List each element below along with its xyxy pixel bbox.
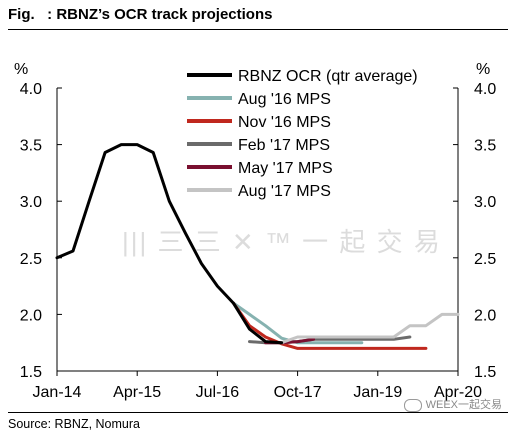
- x-tick-label: Jan-19: [353, 384, 402, 401]
- source-divider: [8, 412, 508, 413]
- legend-label: Aug '17 MPS: [238, 183, 331, 200]
- x-tick-label: Oct-17: [274, 384, 322, 401]
- chart-title: Fig. : RBNZ’s OCR track projections: [8, 6, 273, 23]
- title-divider: [8, 29, 508, 30]
- chart-axes: % % 1.5 1.5 2.0 2.0 2.5 2.5 3.0 3.0 3.5 3.5 4.0 4.0 Ja…: [14, 61, 496, 401]
- corner-watermark: WEEX一起交易: [403, 396, 502, 412]
- x-tick-label: Jan-14: [33, 384, 82, 401]
- legend-label: Aug '16 MPS: [238, 91, 331, 108]
- chat-bubble-icon: [403, 398, 422, 412]
- legend-label: RBNZ OCR (qtr average): [238, 68, 418, 85]
- y-tick-label-left: 2.0: [20, 307, 42, 324]
- source-note: Source: RBNZ, Nomura: [8, 417, 140, 431]
- corner-watermark-text: WEEX一起交易: [425, 399, 502, 411]
- legend-label: Nov '16 MPS: [238, 114, 331, 131]
- y-tick-label-right: 4.0: [474, 81, 496, 98]
- y-tick-label-left: 4.0: [20, 81, 42, 98]
- series-lines: [55, 143, 460, 350]
- y-tick-label-right: 2.5: [474, 251, 496, 268]
- y-tick-label-left: 3.0: [20, 194, 42, 211]
- series-line: [280, 312, 460, 345]
- y-tick-label-right: 1.5: [474, 364, 496, 381]
- series-line: [55, 143, 284, 345]
- x-tick-label: Apr-20: [434, 384, 482, 401]
- x-tick-label: Jul-16: [196, 384, 240, 401]
- legend-label: Feb '17 MPS: [238, 137, 330, 154]
- y-tick-label-right: 3.5: [474, 138, 496, 155]
- y-tick-label-left: 2.5: [20, 251, 42, 268]
- series-line: [231, 301, 428, 350]
- right-y-unit: %: [476, 61, 490, 78]
- y-tick-label-left: 3.5: [20, 138, 42, 155]
- y-tick-label-left: 1.5: [20, 364, 42, 381]
- left-y-unit: %: [14, 61, 28, 78]
- legend-label: May '17 MPS: [238, 160, 333, 177]
- x-tick-label: Apr-15: [113, 384, 161, 401]
- chart-legend: RBNZ OCR (qtr average) Aug '16 MPS Nov '16…: [187, 68, 418, 200]
- y-tick-label-right: 3.0: [474, 194, 496, 211]
- y-tick-label-right: 2.0: [474, 307, 496, 324]
- center-watermark: ||| 三 三 ✕ ™ 一 起 交 易: [122, 227, 442, 257]
